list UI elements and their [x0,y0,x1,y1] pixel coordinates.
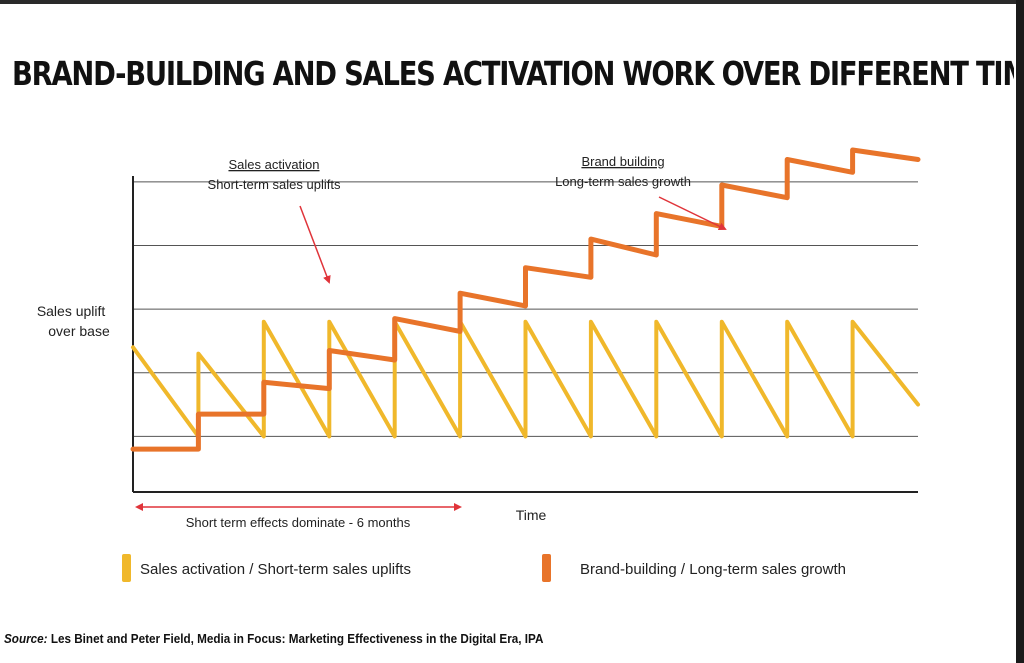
y-axis-label: Sales uplift over base [37,303,110,339]
annotation-brand-subtext: Long-term sales growth [555,174,691,189]
x-axis-label: Time [516,507,547,523]
chart-title: BRAND-BUILDING AND SALES ACTIVATION WORK… [12,54,1014,93]
series-line-sales-activation [131,319,920,439]
annotation-sales-heading: Sales activation [228,157,319,172]
series-line-brand-building [130,147,921,452]
legend-label-sales-activation: Sales activation / Short-term sales upli… [140,561,411,578]
annotation-brand-arrow [658,196,727,230]
legend-label-brand-building: Brand-building / Long-term sales growth [580,561,846,578]
source-prefix: Source: [4,631,48,646]
top-border [0,0,1024,4]
source-citation: Source: Les Binet and Peter Field, Media… [4,631,543,646]
source-text: Les Binet and Peter Field, Media in Focu… [47,631,544,646]
legend-swatch-sales-activation [122,554,131,582]
series-group [130,147,921,452]
annotation-sales-arrow [299,205,331,284]
annotation-sales-subtext: Short-term sales uplifts [208,177,341,192]
right-border [1016,0,1024,663]
title-area: BRAND-BUILDING AND SALES ACTIVATION WORK… [0,0,1014,120]
six-month-range-label: Short term effects dominate - 6 months [186,515,411,530]
legend-swatch-brand-building [542,554,551,582]
annotation-brand-heading: Brand building [581,154,664,169]
